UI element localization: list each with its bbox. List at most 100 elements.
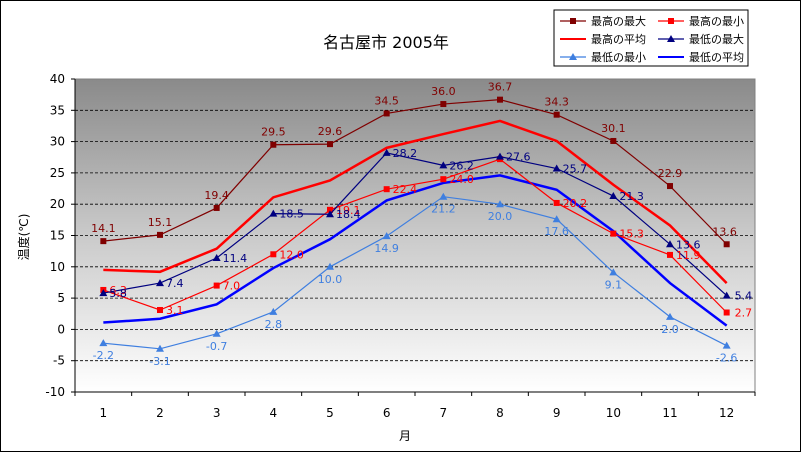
y-tick-label-0: 40: [50, 72, 65, 86]
series-3-point-3: [212, 254, 221, 262]
data-label-4-10: 9.1: [605, 278, 623, 291]
legend-marker-0: [570, 18, 576, 24]
x-tick-label-11: 11: [662, 406, 677, 420]
data-label-4-3: -0.7: [206, 340, 227, 353]
legend-label-4: 最低の最小: [591, 51, 646, 64]
series-1-point-7: [440, 176, 447, 183]
series-1-point-5: [327, 206, 333, 213]
legend-box: [553, 9, 749, 67]
data-label-1-2: 3.1: [166, 304, 184, 317]
series-4-point-12: [722, 341, 731, 349]
x-axis: 1 2 3 4 5 6 7 8 9 10 11 12: [74, 391, 756, 420]
series-4-point-7: [439, 192, 448, 200]
series-3: [99, 148, 731, 299]
legend-label-2: 最高の平均: [591, 32, 646, 46]
legend-label-0: 最高の最大: [591, 14, 646, 28]
series-line-4: [103, 196, 727, 350]
data-label-4-11: 2.0: [661, 323, 679, 336]
series-0-point-2: [157, 231, 163, 238]
series-3-point-10: [609, 192, 618, 200]
y-axis: 40 35 30 25 20 15 10 5 0 -5 -10: [45, 72, 76, 399]
data-label-3-5: 18.4: [336, 208, 361, 221]
series-0-point-3: [213, 204, 220, 211]
series-0-point-7: [440, 101, 447, 108]
data-label-1-11: 11.9: [676, 249, 701, 262]
data-label-0-3: 19.4: [204, 189, 229, 202]
x-tick-label-8: 8: [496, 406, 504, 420]
series-1-point-10: [610, 230, 617, 237]
series-4-point-1: [99, 339, 108, 347]
x-tick-label-5: 5: [326, 406, 334, 420]
data-label-3-10: 21.3: [619, 190, 644, 203]
data-label-3-11: 13.6: [676, 238, 701, 251]
x-tick-label-12: 12: [719, 406, 734, 420]
series-4-point-11: [666, 312, 674, 320]
series-layer: [99, 96, 731, 352]
y-axis-label: 温度(℃): [16, 214, 31, 261]
data-label-0-10: 30.1: [601, 122, 626, 135]
series-0-point-8: [497, 96, 503, 103]
data-label-0-1: 14.1: [91, 222, 116, 235]
series-0-point-12: [723, 241, 730, 248]
data-label-4-4: 2.8: [265, 318, 283, 331]
series-1-point-9: [553, 199, 560, 206]
series-3-point-11: [666, 240, 674, 248]
series-4-point-10: [609, 268, 618, 276]
series-0-point-5: [327, 141, 333, 148]
y-tick-label-9: -5: [53, 354, 65, 368]
data-label-4-9: 17.6: [544, 225, 569, 238]
series-0-point-6: [383, 110, 390, 117]
series-4-point-3: [212, 329, 221, 337]
y-tick-label-6: 10: [50, 260, 65, 274]
series-1-point-12: [723, 309, 730, 316]
data-label-4-1: -2.2: [93, 349, 114, 362]
series-line-5: [103, 174, 728, 327]
x-tick-label-4: 4: [270, 406, 278, 420]
series-line-3: [103, 152, 728, 297]
legend-marker-3: [667, 35, 675, 42]
series-3-point-8: [496, 152, 504, 160]
data-label-4-2: -3.1: [149, 355, 170, 368]
data-label-0-5: 29.6: [318, 125, 343, 138]
data-label-3-4: 18.5: [279, 208, 304, 221]
series-3-point-1: [99, 289, 108, 297]
data-label-3-6: 28.2: [393, 147, 418, 160]
series-line-0: [103, 99, 728, 245]
data-label-0-6: 34.5: [374, 94, 399, 107]
legend-marker-1: [668, 18, 674, 24]
series-0-point-10: [610, 137, 617, 144]
data-label-4-8: 20.0: [488, 210, 513, 223]
series-3-point-12: [722, 291, 731, 299]
x-tick-label-10: 10: [606, 406, 621, 420]
data-label-1-7: 24.0: [449, 173, 474, 186]
data-label-4-6: 14.9: [374, 242, 399, 255]
y-tick-label-8: 0: [57, 322, 65, 336]
legend-label-1: 最高の最小: [689, 14, 744, 28]
series-4-point-8: [496, 200, 504, 208]
y-tick-label-3: 25: [50, 166, 65, 180]
data-label-1-5: 19.1: [336, 204, 361, 217]
data-label-0-12: 13.6: [712, 225, 737, 238]
series-2: [103, 119, 728, 284]
series-line-2: [103, 119, 728, 284]
data-label-1-4: 12.0: [279, 248, 304, 261]
series-1: [100, 156, 730, 316]
series-4-point-5: [326, 262, 334, 270]
data-label-3-12: 5.4: [735, 290, 753, 303]
x-tick-label-9: 9: [553, 406, 561, 420]
data-label-1-10: 15.3: [619, 228, 644, 241]
data-label-1-12: 2.7: [735, 306, 753, 319]
y-tick-label-2: 30: [50, 135, 65, 149]
data-label-3-3: 11.4: [223, 252, 248, 265]
series-4-point-4: [269, 307, 278, 315]
y-tick-label-5: 15: [50, 229, 65, 243]
x-tick-label-7: 7: [440, 406, 448, 420]
series-1-point-2: [157, 306, 163, 313]
x-tick-label-1: 1: [100, 406, 108, 420]
data-label-0-9: 34.3: [544, 96, 569, 109]
series-1-point-6: [383, 186, 390, 193]
data-label-0-4: 29.5: [261, 126, 286, 139]
data-label-4-5: 10.0: [318, 273, 343, 286]
